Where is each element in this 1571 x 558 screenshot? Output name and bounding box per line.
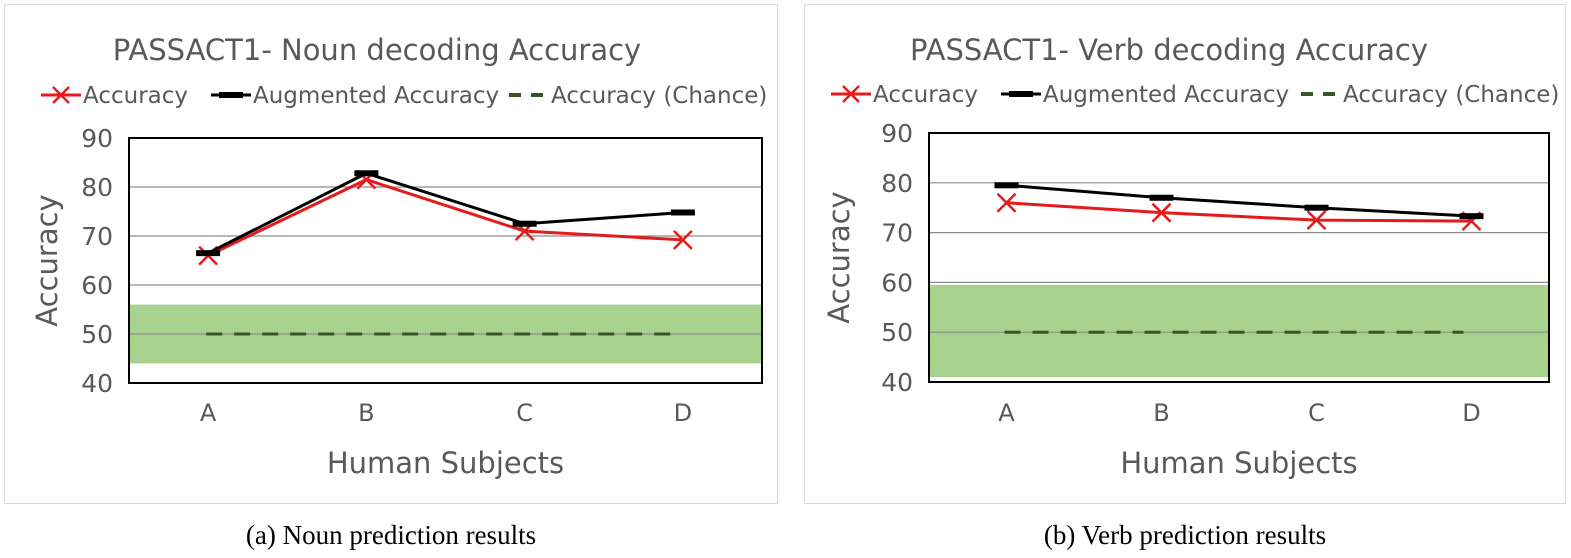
x-axis-title: Human Subjects (1120, 446, 1357, 480)
augmented-point (1149, 194, 1174, 201)
y-tick-label: 40 (81, 369, 113, 398)
legend-label: Augmented Accuracy (253, 83, 499, 109)
augmented-point (670, 209, 695, 216)
x-axis-title: Human Subjects (327, 446, 564, 480)
y-axis-title: Accuracy (30, 194, 64, 326)
chart-title: PASSACT1- Verb decoding Accuracy (910, 33, 1428, 67)
y-tick-label: 80 (881, 169, 913, 198)
legend-marker-dash (1009, 91, 1033, 97)
caption-noun: (a) Noun prediction results (245, 520, 537, 550)
y-tick-label: 60 (881, 268, 913, 297)
y-tick-label: 50 (81, 320, 113, 349)
legend-label: Accuracy (83, 83, 188, 109)
legend-marker-dash (219, 92, 243, 98)
noun-chart: 40 50 60 70 80 90 A B C D PASSACT1- Noun decoding … (30, 33, 767, 480)
x-tick-label: C (1308, 399, 1325, 427)
verb-chart: 40 50 60 70 80 90 A B C D PASSACT1- Verb decoding … (822, 33, 1559, 480)
series-line-1 (207, 171, 683, 255)
legend-label: Accuracy (873, 82, 978, 108)
chart-title: PASSACT1- Noun decoding Accuracy (113, 33, 641, 67)
legend-label: Accuracy (Chance) (551, 83, 767, 109)
series-line-0 (1006, 201, 1472, 223)
y-tick-label: 70 (81, 222, 113, 251)
y-tick-label: 90 (81, 124, 113, 153)
y-tick-label: 90 (881, 119, 913, 148)
x-tick-label: B (1153, 399, 1169, 427)
x-tick-label: A (200, 399, 217, 427)
noun-chart-panel: 40 50 60 70 80 90 A B C D PASSACT1- Noun decoding … (4, 4, 778, 504)
augmented-point (354, 170, 379, 177)
augmented-point (1459, 213, 1484, 220)
y-tick-label: 70 (881, 219, 913, 248)
augmented-point (994, 182, 1019, 189)
accuracy-point (1306, 210, 1327, 231)
augmented-point (1304, 204, 1329, 211)
y-tick-label: 50 (881, 318, 913, 347)
y-tick-label: 40 (881, 368, 913, 397)
accuracy-point (1151, 202, 1172, 223)
y-tick-label: 80 (81, 173, 113, 202)
plot-frame (928, 132, 1550, 383)
verb-chart-panel: 40 50 60 70 80 90 A B C D PASSACT1- Verb decoding … (804, 4, 1566, 504)
accuracy-point (672, 230, 693, 250)
x-tick-label: D (1462, 399, 1480, 427)
x-tick-label: C (516, 399, 533, 427)
legend-marker-x (52, 86, 70, 104)
legend-label: Accuracy (Chance) (1343, 82, 1559, 108)
x-tick-label: A (998, 399, 1015, 427)
x-tick-label: B (358, 399, 374, 427)
y-tick-label: 60 (81, 271, 113, 300)
x-tick-label: D (674, 399, 692, 427)
augmented-point (512, 220, 537, 227)
legend-label: Augmented Accuracy (1043, 82, 1289, 108)
augmented-point (196, 250, 221, 257)
plot-frame (128, 137, 763, 384)
caption-verb: (b) Verb prediction results (1043, 520, 1327, 550)
series-line-0 (207, 178, 683, 257)
accuracy-point (996, 192, 1017, 213)
legend-marker-x (842, 85, 860, 103)
series-line-1 (1006, 183, 1472, 218)
y-axis-title: Accuracy (822, 191, 856, 323)
